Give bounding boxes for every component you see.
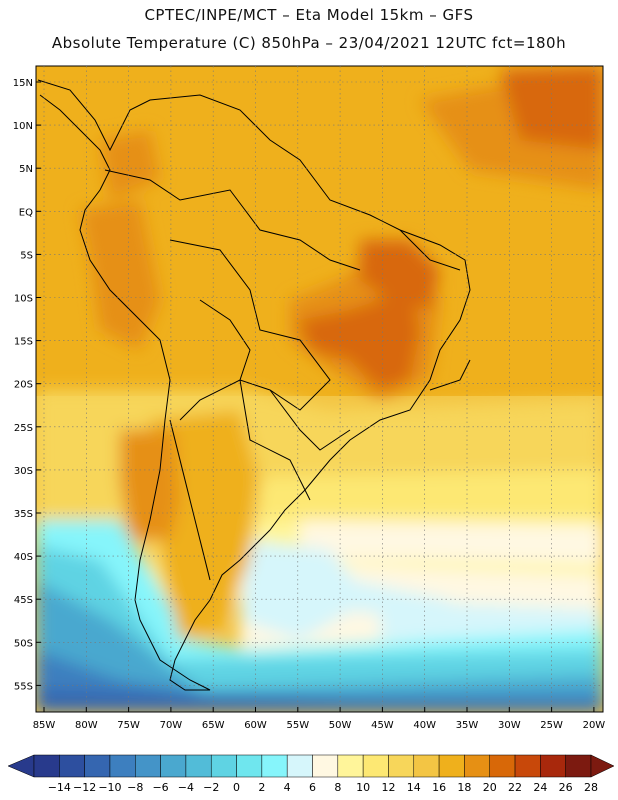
lon-label: 60W — [244, 720, 267, 731]
lat-label: EQ — [19, 207, 33, 218]
latitude-labels: 15N 10N 5N EQ 5S 10S 15S 20S 25S 30S 35S 40S 45S 50S 5… — [13, 78, 33, 692]
colorbar-label: 0 — [233, 781, 240, 794]
colorbar-min-arrow — [7, 754, 35, 778]
lat-label: 45S — [14, 595, 33, 606]
colorbar-label: 28 — [584, 781, 598, 794]
colorbar-swatch — [312, 754, 339, 778]
lat-label: 55S — [14, 681, 33, 692]
lon-label: 35W — [456, 720, 479, 731]
lon-label: 40W — [413, 720, 436, 731]
colorbar-swatch — [514, 754, 541, 778]
colorbar-swatch — [84, 754, 111, 778]
colorbar-label: −6 — [152, 781, 168, 794]
colorbar-swatch — [388, 754, 415, 778]
graticule — [36, 66, 603, 712]
longitude-labels: 85W 80W 75W 70W 65W 60W 55W 50W 45W 40W 35W 30W 25W 2… — [33, 720, 606, 731]
lat-label: 40S — [14, 552, 33, 563]
colorbar-label: −4 — [178, 781, 194, 794]
colorbar-label: −2 — [203, 781, 219, 794]
colorbar-label: −10 — [98, 781, 121, 794]
lat-label: 10N — [13, 121, 33, 132]
colorbar-label: −12 — [73, 781, 96, 794]
coastlines — [37, 79, 471, 691]
colorbar-swatch — [337, 754, 364, 778]
map-title: CPTEC/INPE/MCT – Eta Model 15km – GFS — [144, 6, 474, 24]
lon-label: 65W — [202, 720, 225, 731]
colorbar-swatch — [565, 754, 592, 778]
colorbar-label: −8 — [127, 781, 143, 794]
colorbar-swatch — [489, 754, 516, 778]
lon-label: 70W — [160, 720, 183, 731]
lon-label: 30W — [498, 720, 521, 731]
lon-label: 25W — [540, 720, 563, 731]
colorbar-swatch — [236, 754, 263, 778]
colorbar-swatch — [109, 754, 136, 778]
lon-label: 20W — [583, 720, 606, 731]
colorbar-label: 24 — [533, 781, 547, 794]
lon-label: 55W — [286, 720, 309, 731]
colorbar-swatch — [362, 754, 389, 778]
colorbar-swatch — [540, 754, 566, 778]
colorbar-label: 4 — [284, 781, 291, 794]
colorbar-swatch — [210, 754, 237, 778]
lon-label: 75W — [117, 720, 140, 731]
lat-label: 10S — [14, 294, 33, 305]
colorbar-label: 20 — [483, 781, 497, 794]
temperature-field — [36, 66, 603, 712]
colorbar-swatch — [185, 754, 212, 778]
colorbar-label: 10 — [356, 781, 370, 794]
colorbar-swatch — [135, 754, 161, 778]
colorbar-label: 18 — [457, 781, 471, 794]
lon-label: 80W — [75, 720, 98, 731]
lon-label: 45W — [371, 720, 394, 731]
lat-label: 20S — [14, 380, 33, 391]
colorbar-label: 16 — [432, 781, 446, 794]
lat-label: 50S — [14, 638, 33, 649]
lat-label: 5N — [19, 164, 33, 175]
colorbar-swatch — [413, 754, 440, 778]
lat-label: 25S — [14, 423, 33, 434]
colorbar-swatch — [261, 754, 288, 778]
colorbar-label: 14 — [407, 781, 421, 794]
map-frame — [35, 65, 604, 713]
lat-label: 35S — [14, 509, 33, 520]
colorbar-swatch — [59, 754, 85, 778]
lat-label: 15N — [13, 78, 33, 89]
colorbar-swatch — [160, 754, 187, 778]
lat-label: 5S — [20, 250, 33, 261]
colorbar-swatch — [438, 754, 465, 778]
lon-label: 50W — [329, 720, 352, 731]
lat-label: 15S — [14, 337, 33, 348]
colorbar-labels: −14 −12 −10 −8 −6 −4 −2 0 2 4 6 8 10 12 14 16 18 20 22 24 26… — [48, 781, 598, 794]
colorbar-label: 12 — [381, 781, 395, 794]
colorbar-label: 26 — [559, 781, 573, 794]
colorbar-label: 6 — [309, 781, 316, 794]
colorbar-max-arrow — [590, 754, 615, 778]
colorbar-label: 22 — [508, 781, 522, 794]
colorbar-swatch — [33, 754, 60, 778]
colorbar-label: 2 — [258, 781, 265, 794]
colorbar-label: −14 — [48, 781, 71, 794]
colorbar-swatch — [464, 754, 490, 778]
colorbar-swatch — [286, 754, 313, 778]
colorbar-label: 8 — [334, 781, 341, 794]
lon-label: 85W — [33, 720, 56, 731]
colorbar — [7, 754, 615, 778]
lat-label: 30S — [14, 466, 33, 477]
map-subtitle: Absolute Temperature (C) 850hPa – 23/04/… — [51, 34, 567, 52]
